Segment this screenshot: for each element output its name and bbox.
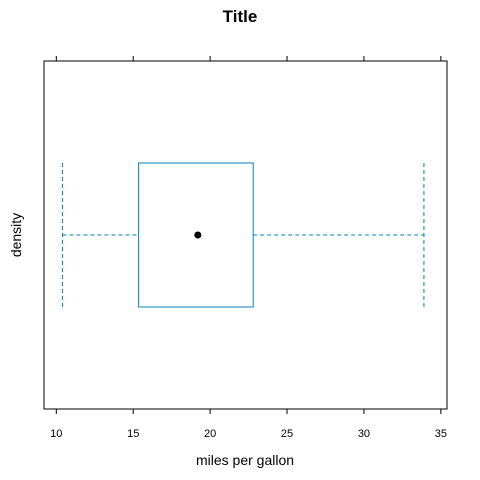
x-tick-label-20: 20: [204, 428, 216, 440]
x-tick-label-30: 30: [358, 428, 370, 440]
median-dot: [194, 231, 202, 239]
x-axis-label: miles per gallon: [196, 452, 294, 468]
x-tick-label-15: 15: [127, 428, 139, 440]
interquartile-box: [138, 162, 254, 308]
boxplot: [61, 162, 425, 308]
top-tick-marks: [55, 56, 442, 61]
y-axis-label: density: [8, 213, 24, 257]
x-tick-label-25: 25: [281, 428, 293, 440]
chart-title: Title: [223, 7, 258, 26]
x-tick-label-35: 35: [435, 428, 447, 440]
x-tick-label-10: 10: [50, 428, 62, 440]
plot-frame: [43, 60, 448, 410]
bottom-tick-marks: [55, 409, 442, 414]
x-tick-labels: 10 15 20 25 30 35: [50, 428, 447, 440]
